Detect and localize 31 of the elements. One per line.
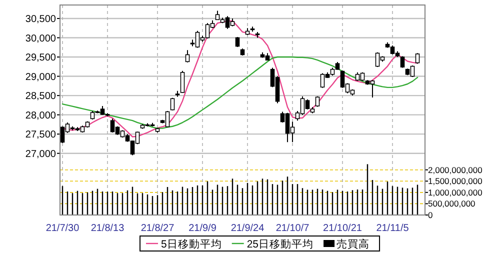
x-tick-label: 21/10/7 [276,223,310,234]
x-tick-label: 21/11/5 [376,223,410,234]
candlestick [185,50,190,63]
y-tick-label: 29,500 [25,52,56,64]
y-tick-label: 28,000 [25,110,56,122]
x-tick-label: 21/8/13 [90,223,125,234]
line-series [62,20,418,138]
candlestick [180,70,185,94]
y2-tick-label: 2,000,000,000 [428,164,483,175]
y-tick-label: 27,500 [25,130,56,141]
y-tick-label: 30,000 [25,33,56,44]
legend-label: 25日移動平均 [246,238,314,250]
line-series [62,56,418,129]
x-tick-label: 21/10/21 [323,223,362,234]
candlestick [415,52,420,64]
y-tick-label: 27,000 [25,148,56,160]
y-tick-label: 29,000 [25,72,56,83]
x-tick-label: 21/7/30 [46,223,80,234]
y2-tick-label: 0 [428,210,433,220]
x-tick-label: 21/9/24 [230,223,265,234]
candlestick [400,56,405,68]
y2-tick-label: 1,500,000,000 [428,176,483,186]
y2-tick-label: 1,000,000,000 [428,187,483,198]
x-tick-label: 21/9/9 [188,223,217,234]
legend-label: 売買高 [336,238,370,250]
legend-label: 5日移動平均 [161,238,222,250]
candlestick [235,36,240,48]
x-tick-label: 21/8/27 [140,223,175,234]
y2-tick-label: 500,000,000 [428,198,476,209]
y-tick-label: 28,500 [25,91,56,102]
y-tick-label: 30,500 [25,14,56,25]
